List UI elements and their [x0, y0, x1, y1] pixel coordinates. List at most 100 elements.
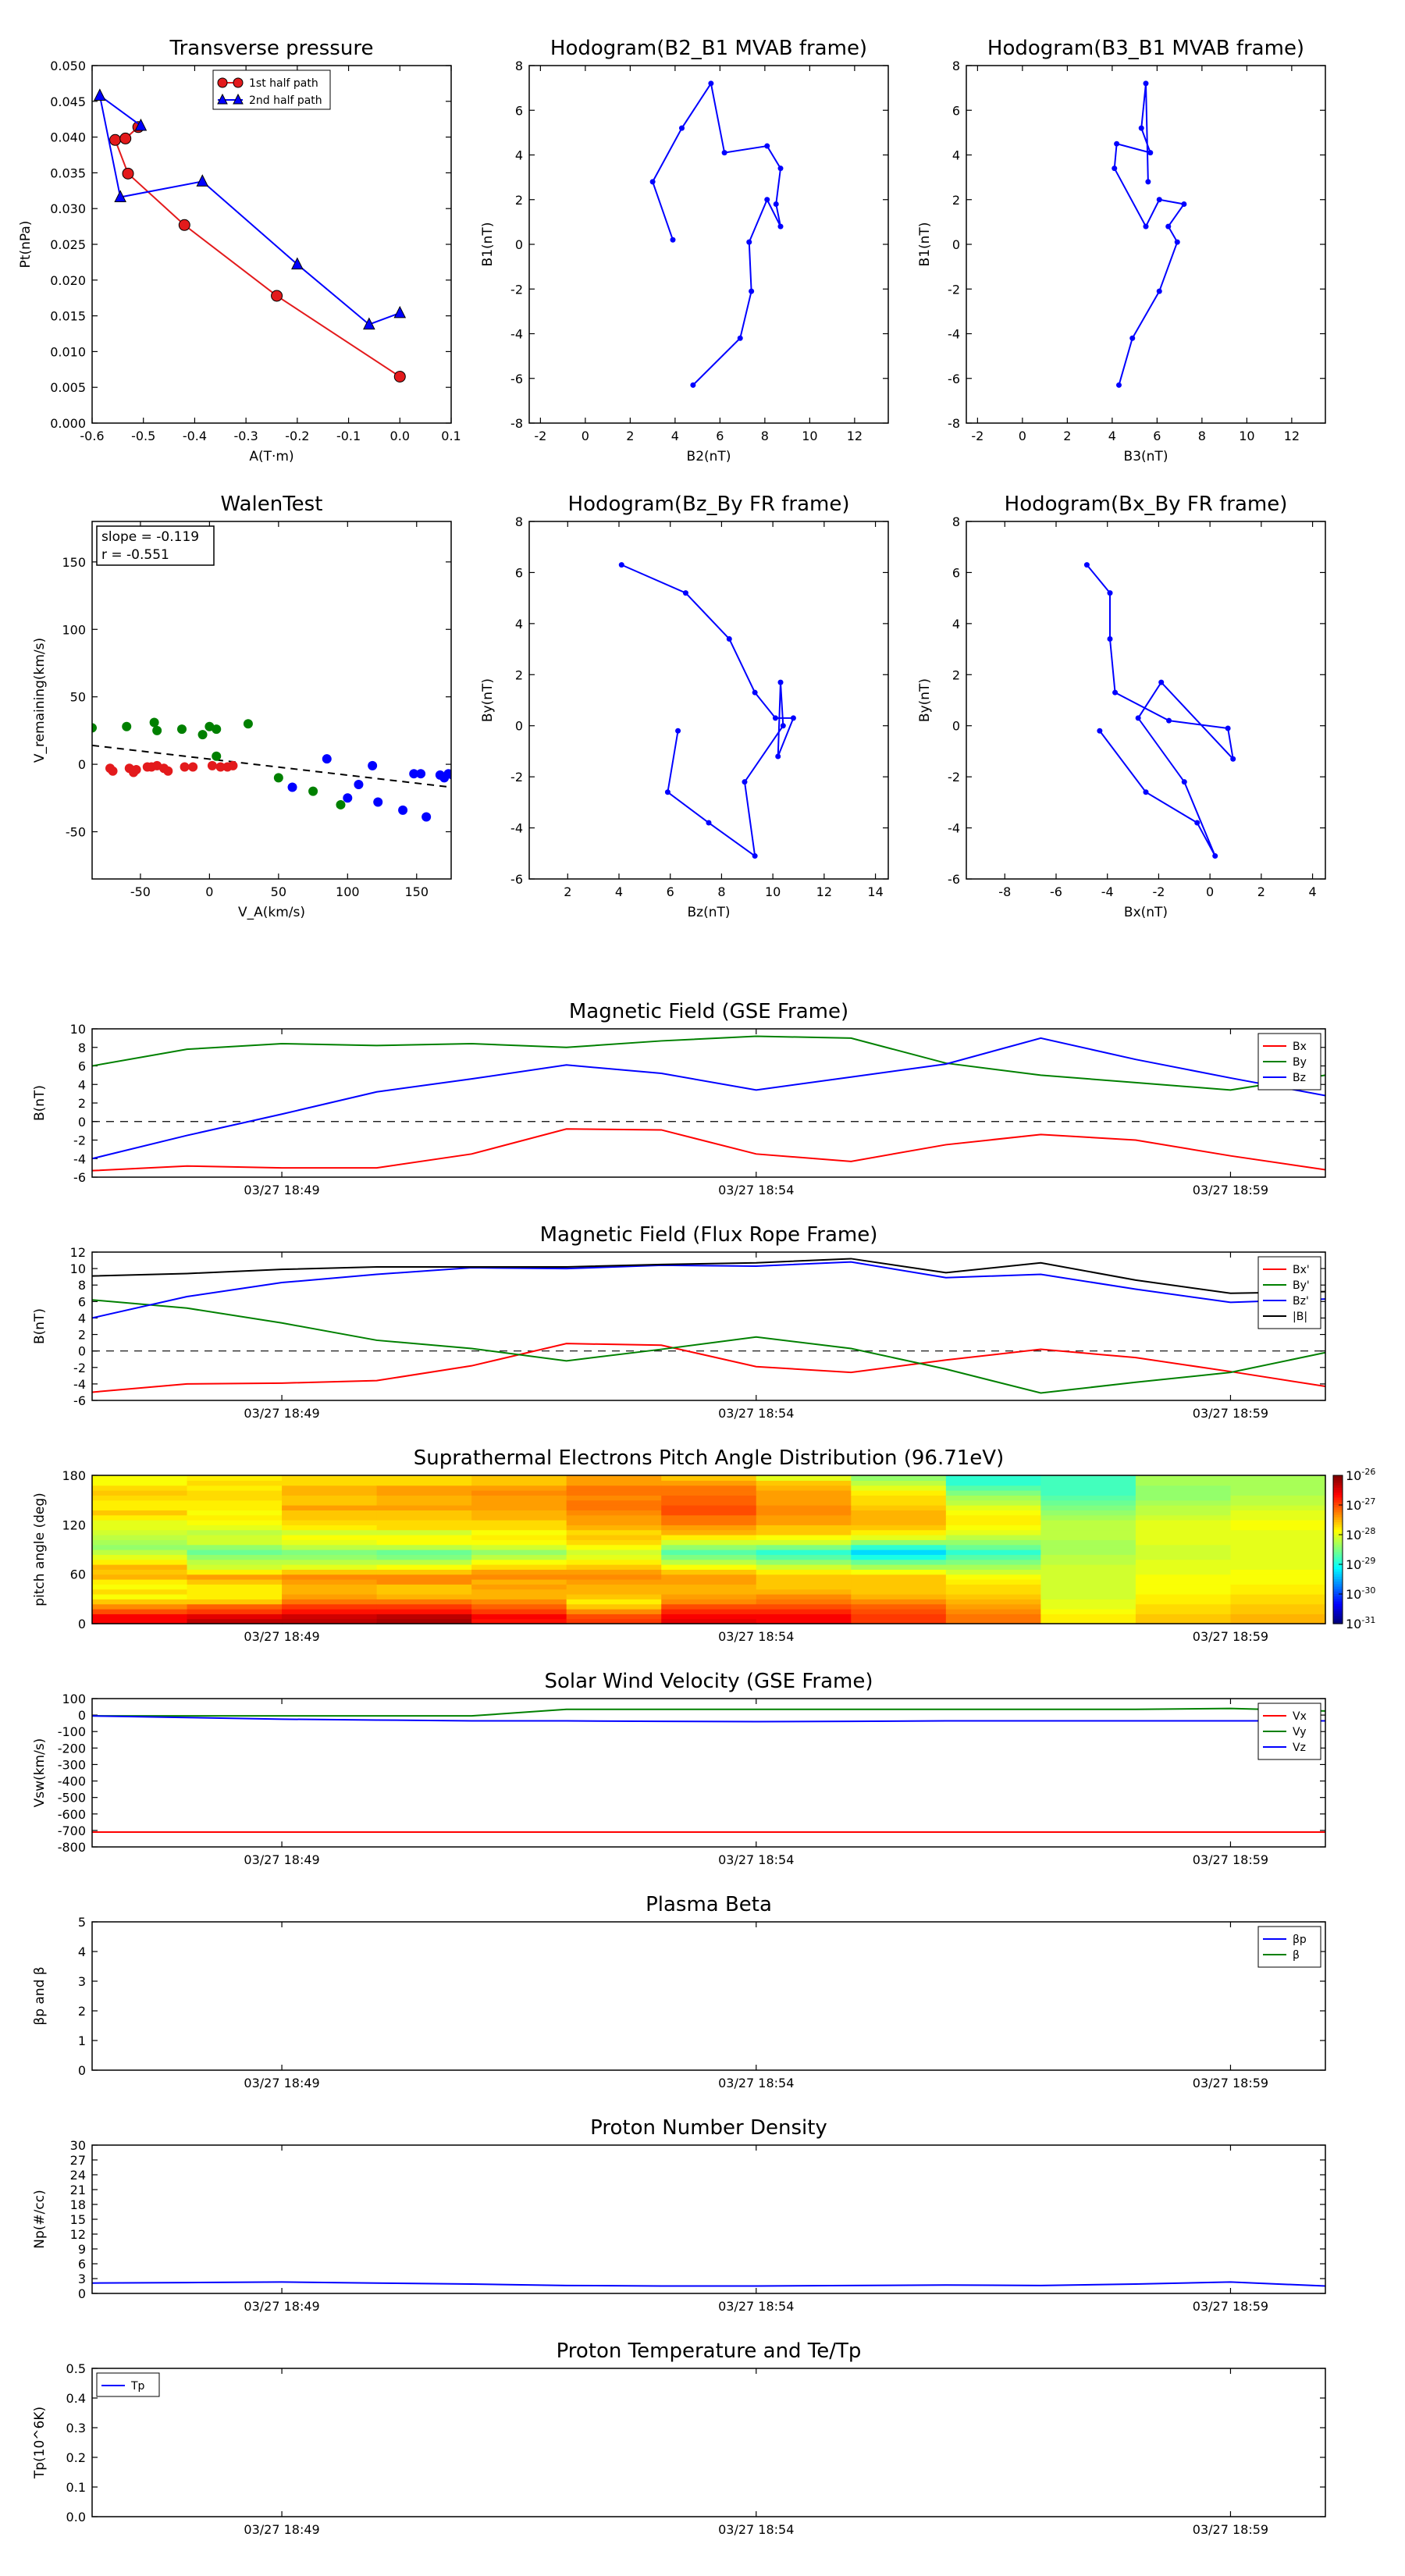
heatmap-cell [1135, 1550, 1232, 1555]
heatmap-cell [756, 1564, 852, 1570]
data-point [1230, 756, 1236, 762]
heatmap-cell [566, 1525, 662, 1531]
heatmap-cell [376, 1594, 472, 1599]
heatmap-cell [1230, 1514, 1326, 1521]
heatmap-cell [282, 1618, 378, 1624]
heatmap-cell [471, 1584, 567, 1590]
series-2 [92, 717, 346, 809]
x-tick-label: -50 [130, 884, 151, 899]
colorbar-segment [1333, 1576, 1343, 1580]
y-tick-label: 8 [78, 1278, 86, 1293]
y-tick-label: 0.040 [50, 130, 86, 145]
chart-title: Proton Number Density [590, 2116, 827, 2140]
y-axis-label: Vsw(km/s) [32, 1738, 48, 1808]
legend-label: Bz' [1293, 1295, 1309, 1308]
heatmap-cell [661, 1480, 757, 1486]
heatmap-cell [661, 1579, 757, 1585]
x-tick-label: 03/27 18:54 [718, 1406, 794, 1421]
y-tick-label: 0.020 [50, 273, 86, 288]
y-tick-label: 0.010 [50, 344, 86, 359]
colorbar-segment [1333, 1550, 1343, 1553]
data-point [212, 724, 222, 735]
x-tick-label: 0 [1206, 884, 1214, 899]
heatmap-cell [851, 1500, 947, 1506]
y-tick-label: 3 [78, 1974, 86, 1989]
legend: Bx' By' Bz' |B| [1257, 1256, 1321, 1329]
legend-label: Bz [1293, 1072, 1306, 1084]
heatmap-cell [851, 1510, 947, 1516]
x-tick-label: 0.0 [390, 429, 410, 443]
plot-area [94, 88, 407, 382]
heatmap-cell [756, 1495, 852, 1501]
data-point [1166, 717, 1172, 724]
y-tick-label: 6 [78, 1294, 86, 1309]
heatmap-cell [851, 1525, 947, 1531]
heatmap-cell [376, 1505, 472, 1510]
plot-frame [91, 521, 452, 880]
heatmap-cell [851, 1584, 947, 1590]
heatmap-cell [471, 1550, 567, 1555]
heatmap-cell [471, 1535, 567, 1540]
data-point [1083, 562, 1090, 568]
series-line [1113, 83, 1186, 386]
colorbar-tick-label: 10-31 [1346, 1615, 1375, 1631]
heatmap-cell [187, 1525, 283, 1531]
y-tick-label: 6 [78, 2257, 86, 2272]
data-point [1194, 820, 1200, 826]
heatmap-cell [851, 1554, 947, 1560]
legend-label: 1st half path [249, 77, 318, 90]
x-tick-label: 0 [582, 429, 589, 443]
y-tick-label: 0 [515, 237, 523, 252]
x-tick-label: 03/27 18:59 [1193, 1406, 1268, 1421]
y-tick-label: 0.2 [66, 2450, 86, 2465]
plot-frame [91, 1921, 1326, 2071]
chart-title: Proton Temperature and Te/Tp [557, 2339, 862, 2363]
heatmap-cell [566, 1564, 662, 1570]
heatmap-cell [282, 1480, 378, 1486]
x-tick-label: 2 [564, 884, 571, 899]
heatmap-cell [282, 1554, 378, 1560]
y-tick-label: 150 [62, 555, 86, 570]
heatmap-cell [187, 1603, 283, 1610]
data-point [1107, 590, 1113, 596]
heatmap-cell [945, 1535, 1041, 1540]
heatmap-cell [187, 1594, 283, 1599]
heatmap-cell [1040, 1525, 1136, 1531]
legend-marker [217, 77, 228, 88]
colorbar-frame [1332, 1475, 1343, 1624]
heatmap-cell [187, 1490, 283, 1496]
plot-frame [528, 521, 889, 880]
data-point [749, 288, 755, 294]
heatmap-cell [661, 1594, 757, 1599]
heatmap-cell [945, 1618, 1041, 1624]
x-tick-label: 03/27 18:49 [244, 1852, 319, 1867]
heatmap-cell [851, 1594, 947, 1599]
x-tick-label: 03/27 18:49 [244, 1183, 319, 1197]
data-point [1112, 165, 1118, 172]
heatmap-cell [92, 1520, 188, 1525]
x-tick-label: 2 [626, 429, 634, 443]
heatmap-cell [376, 1559, 472, 1565]
heatmap-cell [92, 1599, 188, 1605]
colorbar-segment [1333, 1478, 1343, 1481]
heatmap-cell [282, 1559, 378, 1565]
heatmap-cell [566, 1500, 662, 1506]
heatmap-cell [661, 1550, 757, 1555]
data-point [1181, 201, 1187, 207]
x-tick-label: 03/27 18:54 [718, 2522, 794, 2537]
colorbar-segment [1333, 1589, 1343, 1592]
heatmap-cell [92, 1480, 188, 1486]
heatmap-cell [1230, 1594, 1326, 1599]
heatmap-cell [661, 1609, 757, 1614]
heatmap-cell [282, 1599, 378, 1605]
chart-title: Solar Wind Velocity (GSE Frame) [544, 1670, 873, 1693]
plot-area [92, 1035, 1325, 1172]
heatmap-cell [1135, 1603, 1232, 1610]
heatmap-cell [471, 1500, 567, 1506]
heatmap-cell [376, 1490, 472, 1496]
heatmap-cell [1135, 1569, 1232, 1575]
y-tick-label: 4 [78, 1944, 86, 1959]
heatmap-cell [376, 1589, 472, 1595]
heatmap-cell [566, 1589, 662, 1595]
